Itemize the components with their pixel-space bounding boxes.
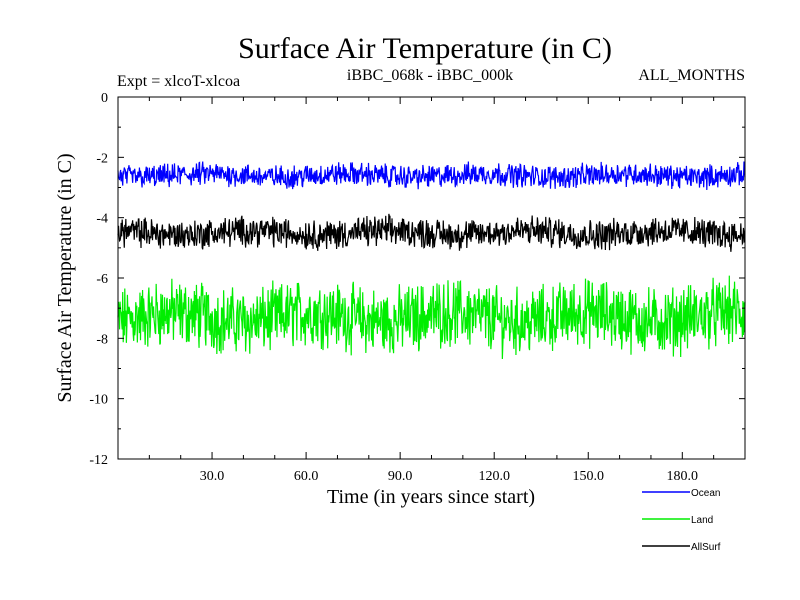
- series-line-land: [117, 275, 746, 360]
- x-tick-label: 150.0: [573, 469, 605, 484]
- x-tick-label: 120.0: [478, 469, 510, 484]
- y-axis-label: Surface Air Temperature (in C): [54, 153, 76, 402]
- y-tick-label: -4: [96, 212, 108, 227]
- y-tick-label: -12: [89, 453, 108, 468]
- legend-label-allsurf: AllSurf: [691, 542, 721, 553]
- series-layer: [117, 161, 746, 360]
- plot-frame: [117, 96, 746, 460]
- experiment-label: Expt = xlcoT-xlcoa: [117, 73, 240, 90]
- legend-label-ocean: Ocean: [691, 488, 720, 499]
- x-tick-label: 60.0: [294, 469, 319, 484]
- y-tick-label: -2: [96, 151, 108, 166]
- y-tick-label: -8: [96, 332, 108, 347]
- legend-label-land: Land: [691, 515, 713, 526]
- y-tick-label: -10: [89, 393, 108, 408]
- x-tick-label: 180.0: [667, 469, 699, 484]
- comparison-label: iBBC_068k - iBBC_000k: [347, 67, 513, 84]
- y-tick-label: 0: [101, 91, 108, 106]
- x-axis-label: Time (in years since start): [327, 486, 535, 508]
- chart-title: Surface Air Temperature (in C): [238, 32, 612, 65]
- months-label: ALL_MONTHS: [638, 67, 745, 84]
- y-tick-label: -6: [96, 272, 108, 287]
- ticks-layer: 0 -2 -4 -6 -8 -10 -12 30.0 60.0 90.0 120.0 150.0 180…: [89, 91, 745, 484]
- x-tick-label: 30.0: [200, 469, 225, 484]
- series-line-ocean: [117, 161, 746, 190]
- x-tick-label: 90.0: [388, 469, 413, 484]
- legend: Ocean Land AllSurf: [642, 488, 721, 553]
- series-line-allsurf: [117, 213, 746, 252]
